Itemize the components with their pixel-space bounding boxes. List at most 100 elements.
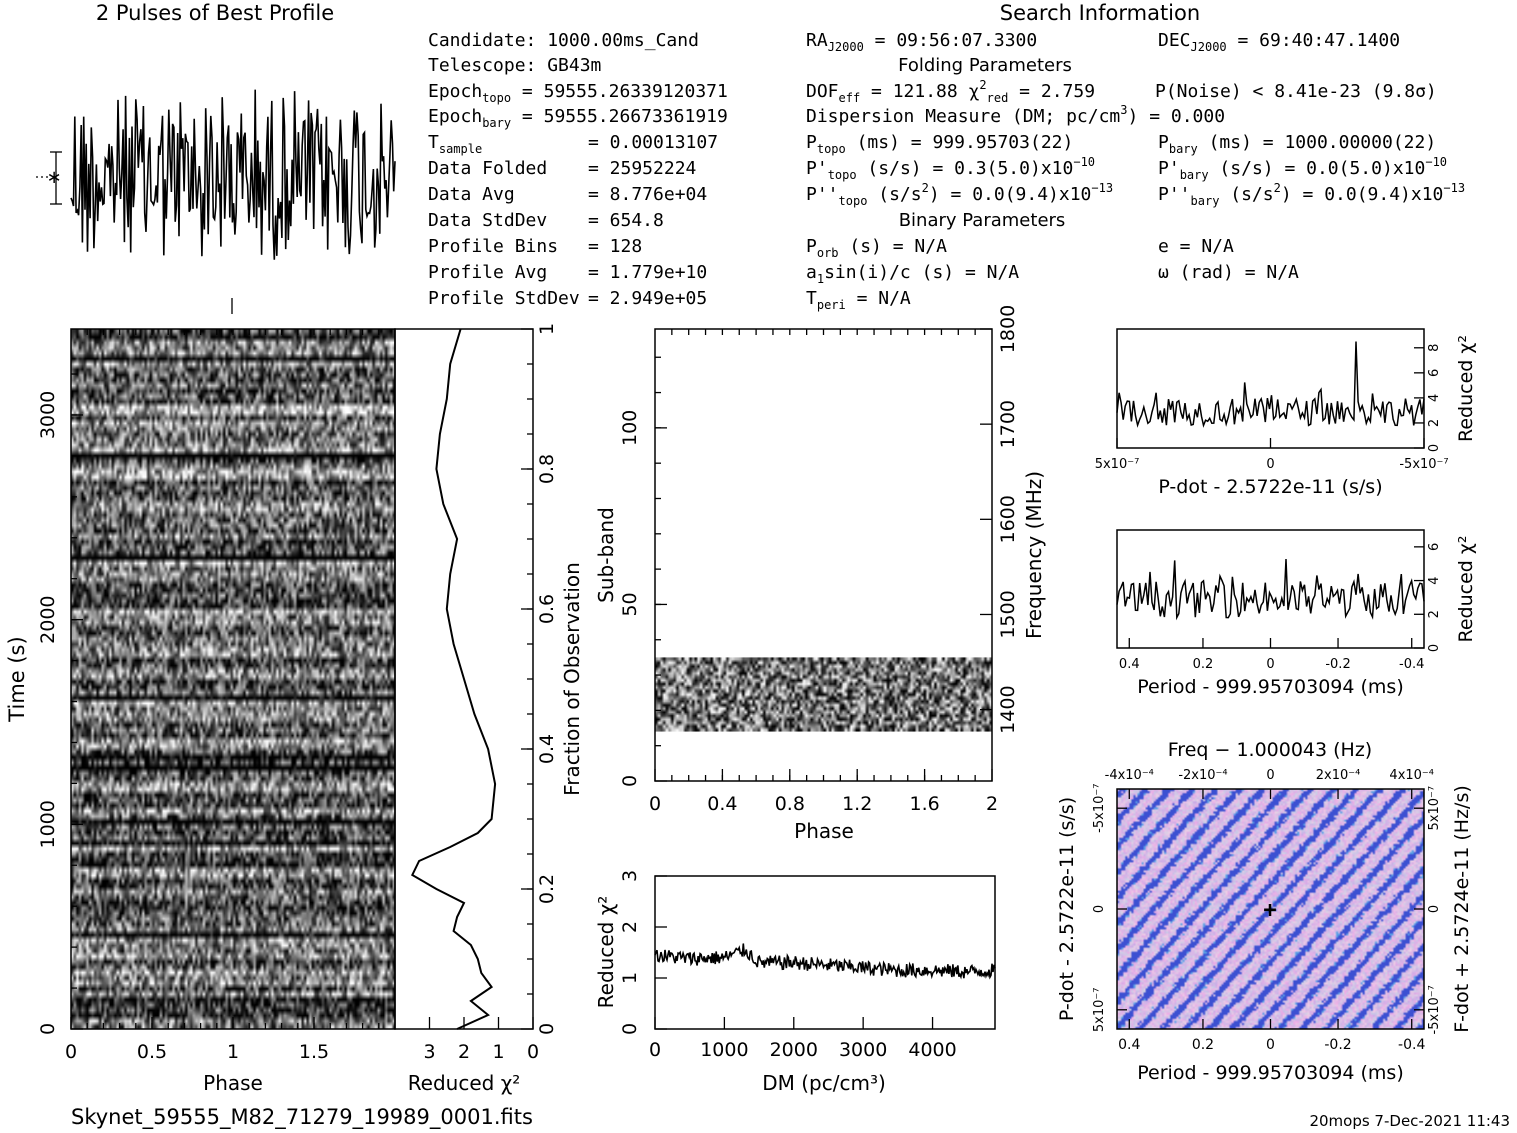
time-phase-x-tick-label: 0 [65,1041,77,1063]
folding-title: Folding Parameters [898,55,1072,76]
ppdot-y-tick-label: 0 [1092,905,1107,913]
dm-value: Dispersion Measure (DM; pc/cm3) = 0.000 [806,103,1225,127]
freq-phase-x-tick-label: 1.2 [842,793,872,815]
ppdot-top-tick-label: 4x10⁻⁴ [1389,768,1434,783]
profile-line [70,89,396,260]
info-line: Profile StdDev = 2.949e+05 [428,288,707,309]
a1-value: a1sin(i)/c (s) = N/A [806,262,1019,286]
time-chi2-x-tick-label: 2 [458,1041,470,1063]
chi2-y-tick-label: 6 [1427,543,1442,551]
chi2-x-tick-label: 0 [1266,457,1274,472]
candidate-info: Candidate: 1000.00ms_Cand Telescope: GB4… [428,30,728,309]
time-phase-y-tick-label: 0 [37,1023,59,1035]
freq-phase-x-label: Phase [794,819,854,843]
chi2-x-tick-label: 0 [1266,657,1274,672]
ppdot-y2-tick-label: 5x10⁻⁷ [1427,786,1442,831]
time-chi2-y-tick-label: 0 [536,1023,558,1035]
ppdot-x-tick-label: -0.4 [1398,1037,1425,1053]
chi2-y-label: Reduced χ² [1455,335,1477,442]
ppdot-top-tick-label: 2x10⁻⁴ [1316,768,1361,783]
frequency-label: Frequency (MHz) [1022,471,1046,639]
profile-mean-marker: ∗ [46,167,61,188]
dm-x-tick-label: 2000 [770,1039,818,1061]
dof-value: DOFeff = 121.88 χ2red = 2.759 [806,78,1095,105]
time-chi2-y-tick-label: 0.4 [536,734,558,764]
time-chi2-x-tick-label: 3 [423,1041,435,1063]
pdot-chi2-frame [1116,328,1425,449]
search-info: RAJ2000 = 09:56:07.3300 DECJ2000 = 69:40… [806,30,1465,312]
chi2-y-tick-label: 4 [1427,394,1442,402]
period-chi2-frame [1116,529,1425,649]
time-phase-y-tick-label: 1000 [37,800,59,848]
ppdot-x-label: Period - 999.95703094 (ms) [1137,1062,1403,1084]
ppdot-heatmap [1117,789,1424,1029]
subband-label: Sub-band [594,507,618,603]
freq-phase-x-tick-label: 0.8 [775,793,805,815]
chi2-x-label: Period - 999.95703094 (ms) [1137,676,1403,698]
binary-title: Binary Parameters [899,210,1066,231]
time-phase-y-tick-label: 3000 [37,391,59,439]
time-chi2-y-tick-label: 0.6 [536,594,558,624]
subband-tick-label: 50 [619,592,641,616]
dm-x-tick-label: 1000 [700,1039,748,1061]
pdot-topo-value: P'topo (s/s) = 0.3(5.0)x10−10 [806,155,1095,182]
info-line: Data Avg = 8.776e+04 [428,184,707,205]
freq-phase-x-tick-label: 2 [986,793,998,815]
pbary-value: Pbary (ms) = 1000.00000(22) [1158,132,1436,156]
profile-title: 2 Pulses of Best Profile [96,1,334,25]
chi2-y-tick-label: 2 [1427,419,1442,427]
ppdot-x-tick-label: 0.2 [1192,1037,1214,1053]
frequency-tick-label: 1700 [997,400,1019,448]
dm-x-tick-label: 3000 [839,1039,887,1061]
ptopo-value: Ptopo (ms) = 999.95703(22) [806,132,1073,156]
fdot-label: F-dot + 2.5724e-11 (Hz/s) [1451,785,1473,1033]
time-chi2-x-label: Reduced χ² [408,1071,521,1095]
dm-chi2-panel: 0 1000 2000 3000 4000 0 1 2 3 DM (pc/cm³) Reduced … [594,870,996,1095]
ppdot-y2-tick-label: -5x10⁻⁷ [1427,985,1442,1034]
frequency-tick-label: 1600 [997,495,1019,543]
time-chi2-line [410,328,497,1030]
ppdot-y2-tick-label: 0 [1427,905,1442,913]
time-phase-heatmap [71,329,395,1029]
search-info-title: Search Information [1000,1,1200,25]
ppdot-top-tick-label: -2x10⁻⁴ [1178,768,1227,783]
plot-timestamp: 20mops 7-Dec-2021 11:43 [1309,1112,1510,1130]
time-chi2-y-tick-label: 1 [536,323,558,335]
frequency-tick-label: 1800 [997,305,1019,353]
freq-phase-panel: 0 0.4 0.8 1.2 1.6 2 0 50 100 1400 1500 1600 1700 1800… [594,305,1046,843]
time-phase-panel: 0 0.5 1 1.5 0 1000 2000 3000 Phase Time (s) [5,328,396,1095]
pdot-chi2-line [1116,341,1425,428]
ppdot-x-tick-label: -0.2 [1324,1037,1351,1053]
freq-phase-x-tick-label: 0 [649,793,661,815]
info-line: Data Folded = 25952224 [428,158,696,179]
chi2-y-tick-label: 4 [1427,576,1442,584]
ppdot-title: Freq − 1.000043 (Hz) [1168,739,1372,761]
best-candidate-marker: + [1263,898,1276,923]
chi2-x-tick-label: -5x10⁻⁷ [1399,457,1448,472]
chi2-y-tick-label: 0 [1427,644,1442,652]
time-phase-x-tick-label: 1.5 [299,1041,329,1063]
dm-y-tick-label: 0 [619,1023,641,1035]
time-chi2-y-tick-label: 0.8 [536,454,558,484]
ppdot-y-tick-label: -5x10⁻⁷ [1092,784,1107,833]
fits-filename: Skynet_59555_M82_71279_19989_0001.fits [71,1105,533,1130]
info-line: Epochtopo = 59555.26339120371 [428,81,728,105]
porb-value: Porb (s) = N/A [806,236,947,260]
dm-y-tick-label: 2 [619,921,641,933]
time-chi2-x-tick-label: 0 [527,1041,539,1063]
dec-value: DECJ2000 = 69:40:47.1400 [1158,30,1400,54]
pddot-topo-value: P''topo (s/s2) = 0.0(9.4)x10−13 [806,181,1113,208]
dm-chi2-line [654,943,996,980]
chi2-x-tick-label: -0.2 [1325,657,1350,672]
chi2-x-tick-label: 0.2 [1193,657,1214,672]
ppdot-top-tick-label: -4x10⁻⁴ [1105,768,1154,783]
dm-y-label: Reduced χ² [594,896,618,1009]
info-line: Data StdDev = 654.8 [428,210,664,231]
chi2-y-tick-label: 2 [1427,610,1442,618]
subband-tick-label: 100 [619,410,641,446]
chi2-y-label: Reduced χ² [1455,536,1477,643]
ppdot-x-tick-label: 0.4 [1118,1037,1140,1053]
